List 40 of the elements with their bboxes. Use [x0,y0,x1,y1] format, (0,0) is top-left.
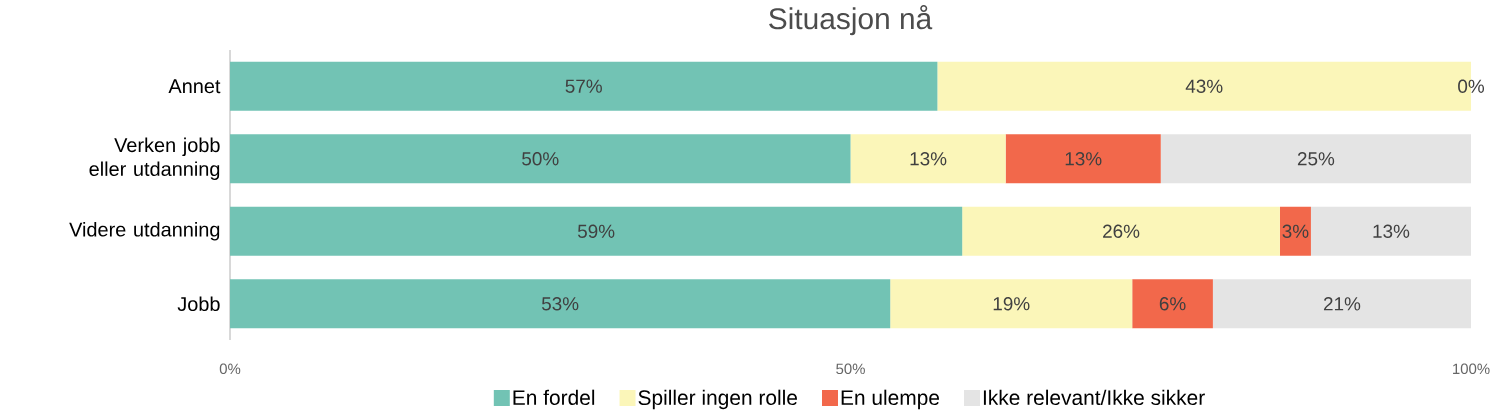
data-label: 57% [565,79,602,93]
data-label: 43% [1185,79,1223,93]
data-label: 3% [1282,224,1309,238]
legend-label: Ikke relevant/Ikke sikker [983,389,1205,406]
data-label: 13% [1065,152,1102,166]
bar [1132,279,1213,329]
data-label: 59% [577,224,615,238]
bar [1279,206,1311,256]
data-label: 50% [522,152,559,166]
bar [1160,134,1472,184]
x-tick-label: 0% [219,363,241,375]
data-label: 53% [541,297,579,311]
chart-title: Situasjon nå [769,4,933,36]
legend-label: Spiller ingen rolle [638,389,798,410]
data-label: 6% [1159,297,1186,311]
data-label: 13% [910,152,947,166]
y-tick-label: Videre utdanning [69,221,220,241]
x-tick-label: 50% [836,363,865,375]
data-label: 21% [1323,297,1361,311]
bar [230,206,963,256]
data-label: 26% [1103,224,1140,238]
bar [962,206,1280,256]
bar [230,279,891,329]
legend-label: En fordel [513,389,595,406]
data-label: 13% [1373,224,1410,238]
data-label: 0% [1458,79,1485,93]
y-tick-label: Verken jobb eller utdanning [89,137,220,180]
data-label: 19% [993,297,1030,311]
bar [230,134,851,184]
bar [1005,134,1161,184]
bar [850,134,1006,184]
data-label: 25% [1297,152,1335,166]
bar [1212,279,1472,329]
bar [890,279,1133,329]
legend-label: En ulempe [841,389,940,410]
x-tick-label: 100% [1453,363,1490,375]
bar [230,61,938,111]
y-tick-label: Jobb [177,296,220,312]
bar [1310,206,1472,256]
y-tick-label: Annet [168,79,221,94]
